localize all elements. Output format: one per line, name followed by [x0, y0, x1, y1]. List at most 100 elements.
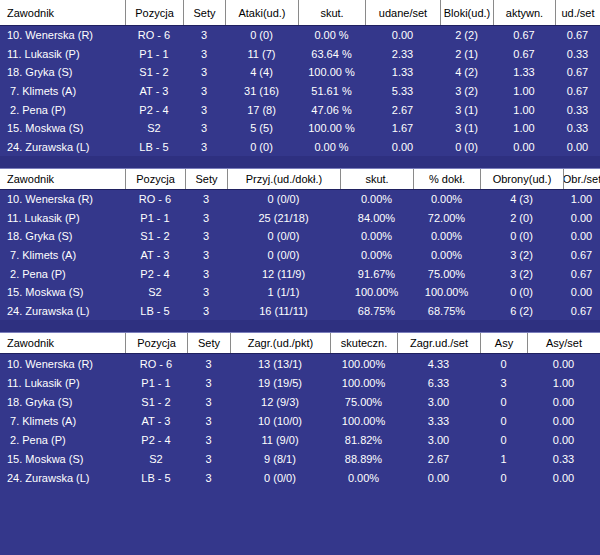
- player-name: 18. Gryka (S): [0, 66, 125, 78]
- table-row[interactable]: 10. Wenerska (R)RO - 630 (0)0.00 %0.002 …: [0, 26, 600, 45]
- stat-value: 0: [480, 434, 527, 446]
- column-header: % dokł.: [413, 169, 480, 189]
- table-row[interactable]: 24. Zurawska (L)LB - 5316 (11/11)68.75%6…: [0, 301, 600, 320]
- stat-value: 3: [185, 212, 227, 224]
- stat-value: 0.67: [493, 29, 555, 41]
- stat-value: 1.33: [493, 66, 555, 78]
- stat-value: 100.00 %: [298, 66, 365, 78]
- stat-value: 72.00%: [413, 212, 480, 224]
- stat-value: LB - 5: [125, 305, 185, 317]
- stat-value: 1.67: [365, 122, 440, 134]
- player-name: 7. Klimets (A): [0, 249, 125, 261]
- stat-value: 51.61 %: [298, 85, 365, 97]
- stat-value: 0.00%: [413, 249, 480, 261]
- stat-value: 0.00 %: [298, 29, 365, 41]
- table-row[interactable]: 2. Pena (P)P2 - 4312 (11/9)91.67%75.00%3…: [0, 264, 600, 283]
- stat-value: 0.67: [555, 66, 600, 78]
- table-row[interactable]: 24. Zurawska (L)LB - 530 (0)0.00 %0.000 …: [0, 137, 600, 156]
- player-name: 24. Zurawska (L): [0, 472, 125, 484]
- stat-value: P2 - 4: [125, 104, 183, 116]
- table-row[interactable]: 15. Moskwa (S)S235 (5)100.00 %1.673 (1)1…: [0, 119, 600, 138]
- stat-value: 3 (1): [440, 122, 493, 134]
- stat-value: 0.67: [563, 305, 600, 317]
- stat-value: 0.00: [563, 230, 600, 242]
- stat-value: 0: [480, 472, 527, 484]
- table-row[interactable]: 15. Moskwa (S)S239 (8/1)88.89%2.6710.33: [0, 449, 600, 468]
- column-header: Sety: [183, 0, 225, 25]
- stat-value: 0 (0/0): [227, 193, 340, 205]
- stat-value: 3 (2): [480, 268, 563, 280]
- stat-value: 3: [183, 66, 225, 78]
- stat-value: S1 - 2: [125, 230, 185, 242]
- stat-value: 81.82%: [330, 434, 397, 446]
- table-row[interactable]: 11. Lukasik (P)P1 - 1319 (19/5)100.00%6.…: [0, 373, 600, 392]
- table-body: 10. Wenerska (R)RO - 630 (0/0)0.00%0.00%…: [0, 190, 600, 320]
- player-name: 7. Klimets (A): [0, 415, 125, 427]
- stat-value: 0.00%: [413, 230, 480, 242]
- stat-value: 12 (9/3): [230, 396, 330, 408]
- stat-value: 10 (10/0): [230, 415, 330, 427]
- player-name: 2. Pena (P): [0, 104, 125, 116]
- stat-value: 6 (2): [480, 305, 563, 317]
- stat-value: RO - 6: [125, 29, 183, 41]
- table-row[interactable]: 7. Klimets (A)AT - 330 (0/0)0.00%0.00%3 …: [0, 246, 600, 265]
- table-row[interactable]: 2. Pena (P)P2 - 4317 (8)47.06 %2.673 (1)…: [0, 100, 600, 119]
- stat-value: AT - 3: [125, 249, 185, 261]
- stat-value: 0 (0): [480, 286, 563, 298]
- stat-value: 100.00%: [340, 286, 413, 298]
- table-row[interactable]: 15. Moskwa (S)S231 (1/1)100.00%100.00%0 …: [0, 283, 600, 302]
- stat-value: 1.00: [493, 104, 555, 116]
- player-name: 24. Zurawska (L): [0, 305, 125, 317]
- stat-value: 0.00%: [340, 230, 413, 242]
- stat-value: 19 (19/5): [230, 377, 330, 389]
- stat-value: 31 (16): [225, 85, 298, 97]
- stat-value: 4 (3): [480, 193, 563, 205]
- stat-value: 100.00%: [330, 377, 397, 389]
- table-row[interactable]: 11. Lukasik (P)P1 - 1325 (21/18)84.00%72…: [0, 209, 600, 228]
- stat-value: 3: [187, 434, 230, 446]
- table-row[interactable]: 18. Gryka (S)S1 - 2312 (9/3)75.00%3.0000…: [0, 392, 600, 411]
- stat-value: 0.00: [397, 472, 480, 484]
- player-name: 11. Lukasik (P): [0, 212, 125, 224]
- stat-value: 63.64 %: [298, 48, 365, 60]
- stat-value: 100.00 %: [298, 122, 365, 134]
- stat-value: 13 (13/1): [230, 358, 330, 370]
- background-filler: [0, 487, 600, 555]
- table-row[interactable]: 11. Lukasik (P)P1 - 1311 (7)63.64 %2.332…: [0, 45, 600, 64]
- attack-block-stats-table: ZawodnikPozycjaSetyAtaki(ud.)skut.udane/…: [0, 0, 600, 156]
- stat-value: 11 (9/0): [230, 434, 330, 446]
- stat-value: RO - 6: [125, 193, 185, 205]
- player-name: 11. Lukasik (P): [0, 48, 125, 60]
- stat-value: P2 - 4: [125, 268, 185, 280]
- stat-value: 3: [187, 415, 230, 427]
- stat-value: S2: [125, 122, 183, 134]
- stat-value: 2.67: [365, 104, 440, 116]
- table-row[interactable]: 7. Klimets (A)AT - 3331 (16)51.61 %5.333…: [0, 82, 600, 101]
- table-row[interactable]: 24. Zurawska (L)LB - 530 (0/0)0.00%0.000…: [0, 468, 600, 487]
- stat-value: S1 - 2: [125, 66, 183, 78]
- table-row[interactable]: 2. Pena (P)P2 - 4311 (9/0)81.82%3.0000.0…: [0, 430, 600, 449]
- stat-value: 3: [187, 377, 230, 389]
- stat-value: 3.33: [397, 415, 480, 427]
- stat-value: 100.00%: [330, 415, 397, 427]
- stat-value: 3 (1): [440, 104, 493, 116]
- column-header: aktywn.: [493, 0, 555, 25]
- player-name: 15. Moskwa (S): [0, 122, 125, 134]
- stat-value: RO - 6: [125, 358, 187, 370]
- stat-value: 68.75%: [413, 305, 480, 317]
- stat-value: 0.67: [555, 85, 600, 97]
- stat-value: S2: [125, 453, 187, 465]
- stat-value: 3: [187, 472, 230, 484]
- table-separator: [0, 156, 600, 168]
- table-row[interactable]: 18. Gryka (S)S1 - 234 (4)100.00 %1.334 (…: [0, 63, 600, 82]
- table-row[interactable]: 18. Gryka (S)S1 - 230 (0/0)0.00%0.00%0 (…: [0, 227, 600, 246]
- stat-value: 2 (1): [440, 48, 493, 60]
- table-row[interactable]: 7. Klimets (A)AT - 3310 (10/0)100.00%3.3…: [0, 411, 600, 430]
- table-row[interactable]: 10. Wenerska (R)RO - 630 (0/0)0.00%0.00%…: [0, 190, 600, 209]
- table-row[interactable]: 10. Wenerska (R)RO - 6313 (13/1)100.00%4…: [0, 354, 600, 373]
- stat-value: 0.33: [555, 104, 600, 116]
- column-header: Ataki(ud.): [225, 0, 298, 25]
- stat-value: P2 - 4: [125, 434, 187, 446]
- stat-value: 2.33: [365, 48, 440, 60]
- stat-value: AT - 3: [125, 415, 187, 427]
